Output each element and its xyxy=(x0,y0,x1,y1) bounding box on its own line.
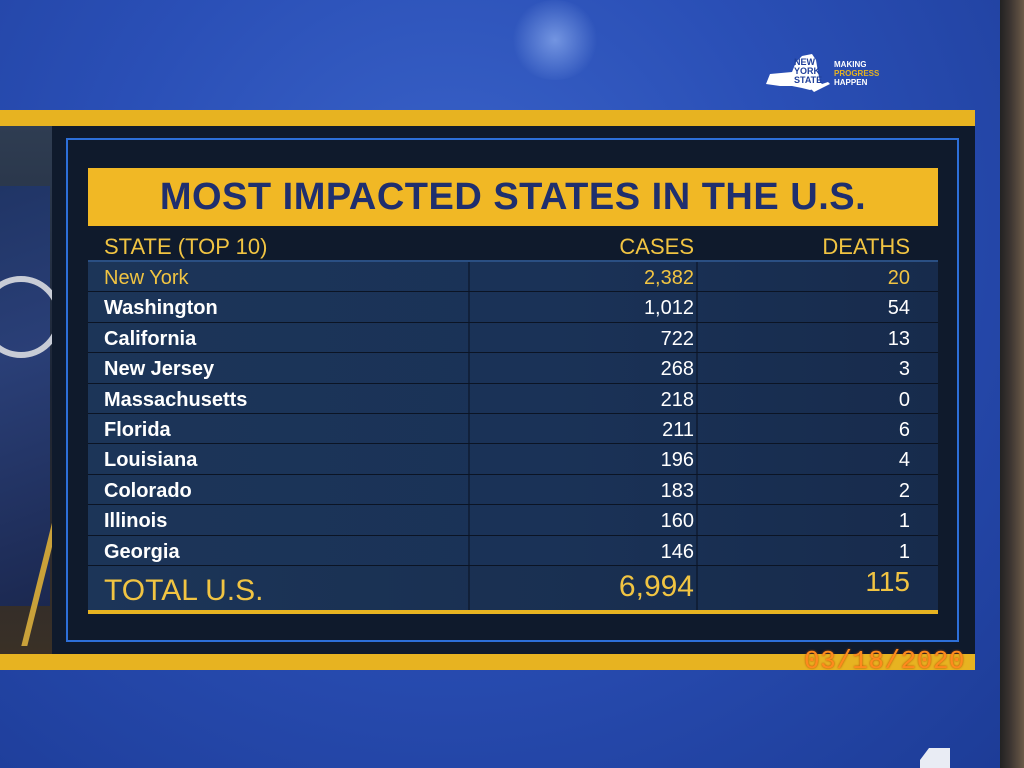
state-cell: Massachusetts xyxy=(104,388,248,411)
state-cell: California xyxy=(104,327,197,350)
cases-cell: 196 xyxy=(660,449,694,472)
deaths-cell: 1 xyxy=(898,510,910,533)
background-flag-area xyxy=(0,126,65,654)
total-cases: 6,994 xyxy=(618,569,694,603)
total-label: TOTAL U.S. xyxy=(104,573,264,607)
cases-cell: 160 xyxy=(660,510,694,533)
gold-stripe-bottom xyxy=(0,654,975,670)
table-row: Washington 1,012 54 xyxy=(88,292,938,323)
header-cases: CASES xyxy=(619,234,694,259)
header-state: STATE (TOP 10) xyxy=(104,234,268,259)
state-cell: New Jersey xyxy=(104,358,215,381)
cases-cell: 722 xyxy=(660,327,694,350)
corner-logo-icon xyxy=(920,748,950,768)
gold-stripe-top xyxy=(0,110,975,126)
data-panel: MOST IMPACTED STATES IN THE U.S. STATE (… xyxy=(52,126,975,654)
deaths-cell: 0 xyxy=(898,388,910,411)
flag xyxy=(0,186,50,606)
cases-cell: 1,012 xyxy=(643,297,694,320)
table-row: Florida 211 6 xyxy=(88,413,938,445)
camera-date-stamp: 03/18/2020 xyxy=(804,646,966,676)
state-cell: New York xyxy=(104,267,189,289)
deaths-cell: 2 xyxy=(898,479,910,502)
cases-cell: 218 xyxy=(660,388,694,411)
table-row: Colorado 183 2 xyxy=(88,474,938,506)
cases-cell: 268 xyxy=(660,358,694,381)
table-row: Illinois 160 1 xyxy=(88,505,938,536)
header-deaths: DEATHS xyxy=(822,234,910,259)
table-header-row: STATE (TOP 10) CASES DEATHS xyxy=(88,230,938,262)
table-row: Massachusetts 218 0 xyxy=(88,383,938,414)
table-row: California 722 13 xyxy=(88,322,938,354)
logo-tagline: MAKING PROGRESS HAPPEN xyxy=(834,60,880,87)
table-row: Georgia 146 1 xyxy=(88,535,938,566)
deaths-cell: 4 xyxy=(898,449,910,472)
deaths-cell: 1 xyxy=(898,540,910,563)
deaths-cell: 54 xyxy=(887,297,910,320)
deaths-cell: 6 xyxy=(898,418,910,441)
state-cell: Louisiana xyxy=(104,449,198,472)
title-bar: MOST IMPACTED STATES IN THE U.S. xyxy=(88,168,938,226)
table-row: New York 2,382 20 xyxy=(88,262,938,293)
tv-screen: NEW YORK STATE MAKING PROGRESS HAPPEN MO… xyxy=(0,0,1000,768)
state-cell: Washington xyxy=(104,297,218,320)
cases-cell: 2,382 xyxy=(643,267,694,289)
screen-glare xyxy=(510,0,600,80)
panel-title: MOST IMPACTED STATES IN THE U.S. xyxy=(159,175,867,218)
state-cell: Florida xyxy=(104,418,171,441)
table-row: Louisiana 196 4 xyxy=(88,444,938,475)
panel-frame xyxy=(66,138,959,642)
state-cell: Georgia xyxy=(104,540,180,563)
total-deaths: 115 xyxy=(865,565,910,597)
nys-logo: NEW YORK STATE MAKING PROGRESS HAPPEN xyxy=(762,46,892,102)
deaths-cell: 3 xyxy=(898,358,910,381)
state-cell: Illinois xyxy=(104,510,168,533)
cases-cell: 183 xyxy=(660,479,694,502)
cases-cell: 146 xyxy=(660,540,694,563)
new-york-state-shape-icon xyxy=(766,54,830,92)
cases-table: STATE (TOP 10) CASES DEATHS New York 2,3… xyxy=(88,230,938,614)
deaths-cell: 20 xyxy=(887,267,910,289)
deaths-cell: 13 xyxy=(887,327,910,350)
tv-bezel xyxy=(1000,0,1024,768)
cases-cell: 211 xyxy=(662,418,694,441)
logo-state-text: NEW YORK STATE xyxy=(794,57,823,85)
total-row: TOTAL U.S. 6,994 115 xyxy=(88,565,938,614)
table-row: New Jersey 268 3 xyxy=(88,353,938,384)
state-cell: Colorado xyxy=(104,479,192,502)
